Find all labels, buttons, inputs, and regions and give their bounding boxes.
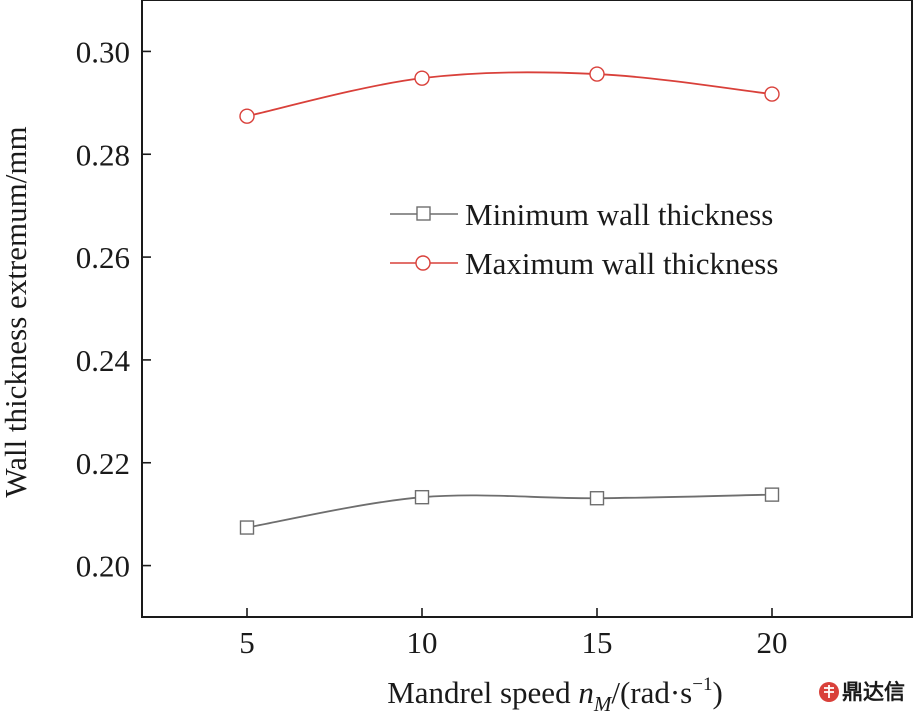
series-lines — [246, 71, 773, 529]
y-tick-label: 0.28 — [76, 137, 130, 172]
x-axis-ticks: 5 10 15 20 — [239, 608, 788, 660]
y-axis-ticks: 0.20 0.22 0.24 0.26 0.28 0.30 — [76, 34, 151, 584]
data-point-max — [589, 66, 605, 82]
series-line-max — [246, 71, 773, 118]
legend: Minimum wall thickness Maximum wall thic… — [390, 197, 778, 281]
series-markers — [239, 66, 780, 535]
data-point-max — [764, 86, 780, 102]
x-tick-label: 10 — [407, 625, 438, 660]
legend-marker-min — [416, 206, 431, 221]
data-point-min — [239, 520, 255, 535]
data-point-min — [764, 487, 780, 502]
legend-label-min: Minimum wall thickness — [465, 197, 773, 232]
plot-frame — [141, 0, 913, 618]
data-point-min — [589, 491, 605, 506]
y-tick-label: 0.30 — [76, 34, 130, 69]
x-tick-label: 15 — [582, 625, 613, 660]
y-axis-label: Wall thickness extremum/mm — [0, 126, 33, 497]
watermark: 鼎达信 — [819, 680, 905, 704]
y-tick-label: 0.26 — [76, 240, 130, 275]
data-point-max — [239, 108, 255, 124]
legend-marker-max — [415, 255, 431, 271]
x-tick-label: 5 — [239, 625, 255, 660]
y-tick-label: 0.22 — [76, 446, 130, 481]
legend-label-max: Maximum wall thickness — [465, 246, 778, 281]
x-tick-label: 20 — [757, 625, 788, 660]
y-tick-label: 0.24 — [76, 343, 131, 378]
logo-icon — [819, 682, 839, 702]
watermark-text: 鼎达信 — [842, 680, 905, 704]
y-tick-label: 0.20 — [76, 549, 130, 584]
data-point-min — [414, 489, 430, 505]
data-point-max — [414, 70, 430, 86]
x-axis-label: Mandrel speed nM/(rad·s−1) — [387, 674, 723, 715]
series-line-min — [246, 493, 773, 529]
